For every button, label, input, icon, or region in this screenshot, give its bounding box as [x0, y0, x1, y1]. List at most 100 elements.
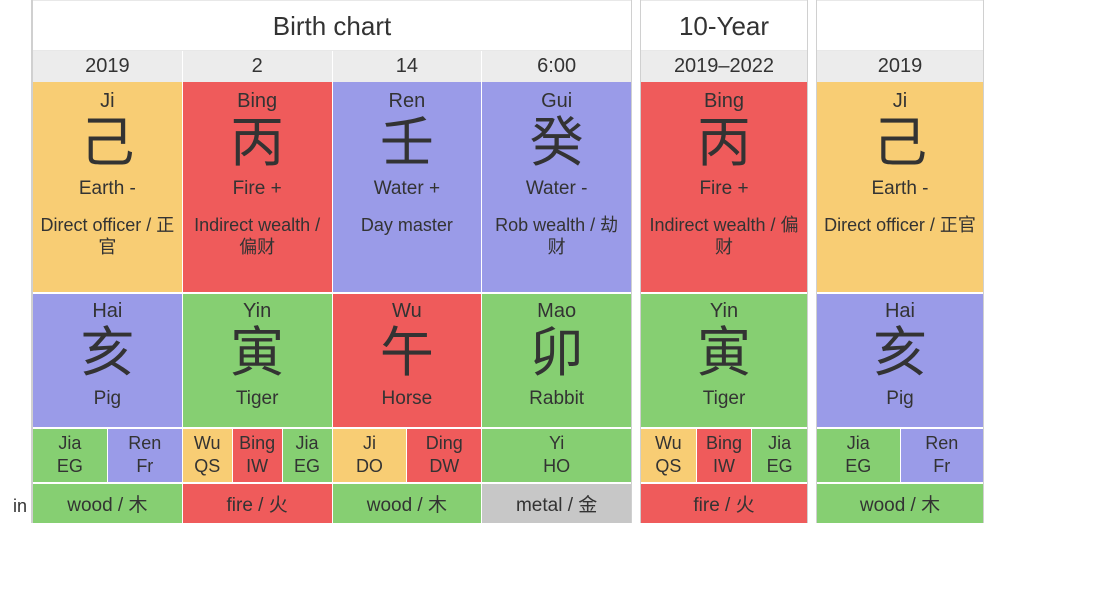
stem-god: Rob wealth / 劫财: [486, 214, 627, 259]
group-title: Birth chart: [33, 0, 631, 51]
hidden-stem-pinyin: Jia: [817, 432, 900, 455]
stem-row: Bing丙Fire +Indirect wealth / 偏财: [641, 82, 807, 292]
hidden-stem-pinyin: Jia: [33, 432, 107, 455]
stem-element: Earth -: [821, 178, 979, 200]
branch-row: Hai亥 PigYin寅TigerWu午 HorseMao卯Rabbit: [33, 292, 631, 427]
stem-god: Day master: [337, 214, 478, 237]
branch-cell: Yin寅Tiger: [183, 292, 333, 427]
chart-group: 10-Year2019–2022Bing丙Fire +Indirect weal…: [640, 0, 808, 523]
hidden-stem: JiDO: [333, 429, 408, 482]
hidden-stems-cell: JiDODingDW: [333, 429, 483, 482]
branch-cell: Yin寅Tiger: [641, 292, 807, 427]
hidden-stem: YiHO: [482, 429, 631, 482]
group-title: 10-Year: [641, 0, 807, 51]
hidden-stem-god: DW: [407, 455, 481, 478]
branch-row: Yin寅Tiger: [641, 292, 807, 427]
hidden-stem-pinyin: Bing: [233, 432, 282, 455]
pillar-header: 2: [183, 51, 333, 82]
hidden-stem-god: EG: [283, 455, 332, 478]
stem-god: Indirect wealth / 偏财: [187, 214, 328, 259]
header-row: 2019: [817, 51, 983, 82]
group-title: [817, 0, 983, 51]
stem-row: Ji己Earth -Direct officer / 正官Bing丙Fire +…: [33, 82, 631, 292]
phase-cell: fire / 火: [641, 484, 807, 523]
hidden-stem-god: Fr: [108, 455, 182, 478]
branch-glyph: 亥: [821, 325, 979, 382]
hidden-stems-row: JiaEGRenFr: [817, 427, 983, 482]
stem-glyph: 己: [821, 115, 979, 172]
header-row: 20192146:00: [33, 51, 631, 82]
hidden-stem: RenFr: [108, 429, 182, 482]
branch-animal: Tiger: [645, 388, 803, 410]
bazi-sheet: in Birth chart20192146:00Ji己Earth -Direc…: [0, 0, 1106, 523]
branch-pinyin: Hai: [821, 300, 979, 323]
stem-row: Ji己Earth -Direct officer / 正官: [817, 82, 983, 292]
stem-glyph: 丙: [645, 115, 803, 172]
branch-pinyin: Hai: [37, 300, 178, 323]
hidden-stems-cell: WuQSBingIWJiaEG: [641, 429, 807, 482]
branch-cell: Wu午 Horse: [333, 292, 483, 427]
branch-glyph: 亥: [37, 325, 178, 382]
hidden-stem: JiaEG: [752, 429, 807, 482]
branch-cell: Mao卯Rabbit: [482, 292, 631, 427]
hidden-stem: WuQS: [183, 429, 233, 482]
phase-cell: wood / 木: [333, 484, 483, 523]
hidden-stem: JiaEG: [33, 429, 108, 482]
stem-glyph: 丙: [187, 115, 328, 172]
pillar-header: 2019: [817, 51, 983, 82]
stem-pinyin: Ji: [37, 90, 178, 113]
phase-row: fire / 火: [641, 482, 807, 523]
phase-row: wood / 木fire / 火wood / 木metal / 金: [33, 482, 631, 523]
stem-element: Earth -: [37, 178, 178, 200]
branch-pinyin: Wu: [337, 300, 478, 323]
hidden-stems-cell: JiaEGRenFr: [817, 429, 983, 482]
phase-cell: wood / 木: [817, 484, 983, 523]
hidden-stem-pinyin: Wu: [641, 432, 696, 455]
hidden-stem: JiaEG: [283, 429, 332, 482]
hidden-stem-god: EG: [33, 455, 107, 478]
phase-cell: metal / 金: [482, 484, 631, 523]
stem-glyph: 癸: [486, 115, 627, 172]
hidden-stem-god: IW: [233, 455, 282, 478]
hidden-stem-pinyin: Jia: [283, 432, 332, 455]
hidden-stem-pinyin: Yi: [482, 432, 631, 455]
branch-animal: Horse: [337, 388, 478, 410]
hidden-stem-pinyin: Ren: [901, 432, 984, 455]
phase-cell: wood / 木: [33, 484, 183, 523]
stem-cell: Ji己 Earth - Direct officer / 正官: [33, 82, 183, 292]
hidden-stems-cell: WuQSBingIWJiaEG: [183, 429, 333, 482]
phase-cell: fire / 火: [183, 484, 333, 523]
pillar-header: 2019–2022: [641, 51, 807, 82]
pillar-header: 2019: [33, 51, 183, 82]
stem-cell: Ren壬Water +Day master: [333, 82, 483, 292]
branch-cell: Hai亥Pig: [817, 292, 983, 427]
hidden-stem: RenFr: [901, 429, 984, 482]
hidden-stems-row: JiaEGRenFrWuQSBingIWJiaEGJiDODingDWYiHO: [33, 427, 631, 482]
header-row: 2019–2022: [641, 51, 807, 82]
stem-glyph: 壬: [337, 115, 478, 172]
pillar-header: 6:00: [482, 51, 631, 82]
branch-animal: Pig: [37, 388, 178, 410]
hidden-stem: BingIW: [233, 429, 283, 482]
branch-glyph: 午: [337, 325, 478, 382]
stem-element: Water -: [486, 178, 627, 200]
hidden-stem-pinyin: Bing: [697, 432, 752, 455]
stem-god: Direct officer / 正官: [37, 214, 178, 259]
hidden-stem: BingIW: [697, 429, 753, 482]
hidden-stem: DingDW: [407, 429, 481, 482]
hidden-stems-row: WuQSBingIWJiaEG: [641, 427, 807, 482]
hidden-stem-god: HO: [482, 455, 631, 478]
hidden-stem-pinyin: Jia: [752, 432, 807, 455]
branch-cell: Hai亥 Pig: [33, 292, 183, 427]
stem-element: Fire +: [645, 178, 803, 200]
stem-pinyin: Bing: [187, 90, 328, 113]
branch-glyph: 卯: [486, 325, 627, 382]
gutter-label: in: [0, 496, 27, 517]
hidden-stem-god: EG: [752, 455, 807, 478]
stem-glyph: 己: [37, 115, 178, 172]
stem-pinyin: Bing: [645, 90, 803, 113]
chart-group: 2019Ji己Earth -Direct officer / 正官Hai亥Pig…: [816, 0, 984, 523]
stem-pinyin: Ji: [821, 90, 979, 113]
hidden-stem-pinyin: Wu: [183, 432, 232, 455]
hidden-stem-god: IW: [697, 455, 752, 478]
